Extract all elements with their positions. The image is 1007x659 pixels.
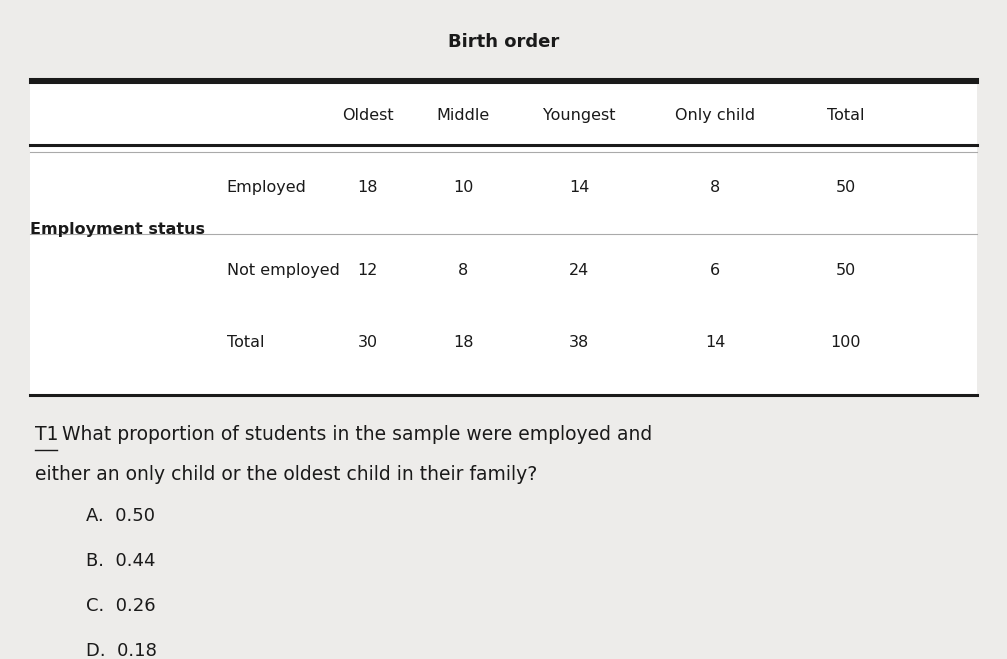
Text: 8: 8 xyxy=(458,263,468,277)
Text: Employed: Employed xyxy=(227,181,306,195)
Text: 38: 38 xyxy=(569,335,589,350)
Text: Oldest: Oldest xyxy=(341,108,394,123)
Text: B.  0.44: B. 0.44 xyxy=(86,552,155,570)
Text: Middle: Middle xyxy=(437,108,489,123)
Text: T1: T1 xyxy=(35,425,58,444)
Text: 12: 12 xyxy=(357,263,378,277)
Text: 18: 18 xyxy=(453,335,473,350)
Text: What proportion of students in the sample were employed and: What proportion of students in the sampl… xyxy=(62,425,653,444)
Bar xyxy=(30,79,977,395)
Text: 14: 14 xyxy=(705,335,725,350)
Text: Only child: Only child xyxy=(675,108,755,123)
Text: either an only child or the oldest child in their family?: either an only child or the oldest child… xyxy=(35,465,538,484)
Text: Youngest: Youngest xyxy=(543,108,615,123)
Text: Not employed: Not employed xyxy=(227,263,339,277)
Text: 10: 10 xyxy=(453,181,473,195)
Text: A.  0.50: A. 0.50 xyxy=(86,507,155,525)
Text: Employment status: Employment status xyxy=(30,221,205,237)
Text: 100: 100 xyxy=(831,335,861,350)
Text: Total: Total xyxy=(227,335,264,350)
Text: 50: 50 xyxy=(836,181,856,195)
Text: C.  0.26: C. 0.26 xyxy=(86,597,155,615)
Text: Birth order: Birth order xyxy=(448,33,559,51)
Text: 30: 30 xyxy=(357,335,378,350)
Text: 8: 8 xyxy=(710,181,720,195)
Text: 18: 18 xyxy=(357,181,378,195)
Text: 6: 6 xyxy=(710,263,720,277)
Text: D.  0.18: D. 0.18 xyxy=(86,642,156,659)
Text: 14: 14 xyxy=(569,181,589,195)
Text: 24: 24 xyxy=(569,263,589,277)
Text: Total: Total xyxy=(827,108,865,123)
Text: 50: 50 xyxy=(836,263,856,277)
